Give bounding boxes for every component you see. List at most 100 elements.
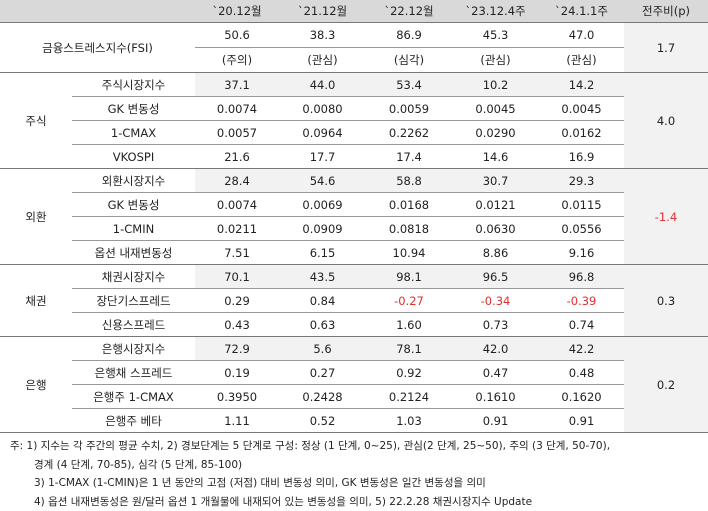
row-label: 주식시장지수 xyxy=(72,73,195,97)
cell-value: 29.3 xyxy=(539,169,624,193)
change-value: 4.0 xyxy=(624,73,708,169)
cell-value: 7.51 xyxy=(195,241,279,265)
fsi-change: 1.7 xyxy=(624,23,708,73)
cell-value: 0.0074 xyxy=(195,193,279,217)
cell-value: 0.47 xyxy=(452,361,539,385)
group-label: 외환 xyxy=(0,169,72,265)
cell-value: 54.6 xyxy=(279,169,366,193)
cell-value: 17.4 xyxy=(366,145,452,169)
cell-value: -0.27 xyxy=(366,289,452,313)
cell-value: 0.91 xyxy=(452,409,539,433)
cell-value: 1.11 xyxy=(195,409,279,433)
row-label: 외환시장지수 xyxy=(72,169,195,193)
cell-value: 0.0059 xyxy=(366,97,452,121)
row-label: 1-CMAX xyxy=(72,121,195,145)
cell-value: 0.1610 xyxy=(452,385,539,409)
cell-value: 0.3950 xyxy=(195,385,279,409)
column-header: `21.12월 xyxy=(279,0,366,23)
cell-value: 70.1 xyxy=(195,265,279,289)
cell-value: 0.0818 xyxy=(366,217,452,241)
fsi-level: (관심) xyxy=(279,48,366,73)
footnote-line: 주: 1) 지수는 각 주간의 평균 수치, 2) 경보단계는 5 단계로 구성… xyxy=(10,437,708,456)
fsi-value: 45.3 xyxy=(452,23,539,48)
cell-value: 96.5 xyxy=(452,265,539,289)
cell-value: 28.4 xyxy=(195,169,279,193)
cell-value: 5.6 xyxy=(279,337,366,361)
cell-value: 8.86 xyxy=(452,241,539,265)
cell-value: 0.73 xyxy=(452,313,539,337)
group-label: 은행 xyxy=(0,337,72,433)
row-label: 은행시장지수 xyxy=(72,337,195,361)
cell-value: 6.15 xyxy=(279,241,366,265)
cell-value: 0.0211 xyxy=(195,217,279,241)
cell-value: 10.2 xyxy=(452,73,539,97)
cell-value: 0.0964 xyxy=(279,121,366,145)
cell-value: 0.92 xyxy=(366,361,452,385)
cell-value: 16.9 xyxy=(539,145,624,169)
cell-value: 0.0121 xyxy=(452,193,539,217)
fsi-value: 38.3 xyxy=(279,23,366,48)
cell-value: 0.84 xyxy=(279,289,366,313)
row-label: GK 변동성 xyxy=(72,97,195,121)
cell-value: 0.91 xyxy=(539,409,624,433)
cell-value: 0.19 xyxy=(195,361,279,385)
cell-value: 14.2 xyxy=(539,73,624,97)
cell-value: 42.2 xyxy=(539,337,624,361)
cell-value: 10.94 xyxy=(366,241,452,265)
cell-value: 0.63 xyxy=(279,313,366,337)
cell-value: 0.0290 xyxy=(452,121,539,145)
cell-value: 0.48 xyxy=(539,361,624,385)
header-blank xyxy=(72,0,195,23)
fsi-level: (주의) xyxy=(195,48,279,73)
cell-value: 98.1 xyxy=(366,265,452,289)
cell-value: 96.8 xyxy=(539,265,624,289)
cell-value: 0.2262 xyxy=(366,121,452,145)
fsi-level: (심각) xyxy=(366,48,452,73)
cell-value: 0.1620 xyxy=(539,385,624,409)
fsi-label: 금융스트레스지수(FSI) xyxy=(0,23,195,73)
cell-value: 37.1 xyxy=(195,73,279,97)
column-header: 전주비(p) xyxy=(624,0,708,23)
group-label: 주식 xyxy=(0,73,72,169)
cell-value: 21.6 xyxy=(195,145,279,169)
fsi-level: (관심) xyxy=(452,48,539,73)
footnote-line: 3) 1-CMAX (1-CMIN)은 1 년 동안의 고점 (저점) 대비 변… xyxy=(22,474,708,493)
cell-value: 0.0909 xyxy=(279,217,366,241)
cell-value: 58.8 xyxy=(366,169,452,193)
cell-value: 0.2124 xyxy=(366,385,452,409)
cell-value: 0.0115 xyxy=(539,193,624,217)
cell-value: 44.0 xyxy=(279,73,366,97)
fsi-value: 86.9 xyxy=(366,23,452,48)
cell-value: 30.7 xyxy=(452,169,539,193)
header-blank xyxy=(0,0,72,23)
cell-value: 0.0162 xyxy=(539,121,624,145)
cell-value: 0.2428 xyxy=(279,385,366,409)
cell-value: 0.0168 xyxy=(366,193,452,217)
cell-value: 0.43 xyxy=(195,313,279,337)
fsi-value: 50.6 xyxy=(195,23,279,48)
cell-value: 42.0 xyxy=(452,337,539,361)
column-header: `20.12월 xyxy=(195,0,279,23)
row-label: 은행채 스프레드 xyxy=(72,361,195,385)
change-value: -1.4 xyxy=(624,169,708,265)
row-label: VKOSPI xyxy=(72,145,195,169)
cell-value: 0.0045 xyxy=(539,97,624,121)
cell-value: -0.34 xyxy=(452,289,539,313)
change-value: 0.3 xyxy=(624,265,708,337)
footnote-line: 4) 옵션 내재변동성은 원/달러 옵션 1 개월물에 내재되어 있는 변동성을… xyxy=(22,493,708,511)
row-label: 1-CMIN xyxy=(72,217,195,241)
cell-value: 0.0074 xyxy=(195,97,279,121)
